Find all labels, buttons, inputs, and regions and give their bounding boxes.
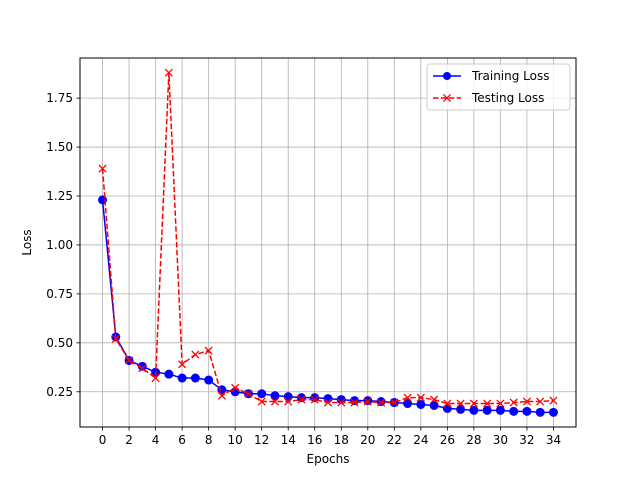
- data-point: [496, 399, 505, 408]
- y-tick-label: 1.25: [46, 189, 73, 203]
- data-point: [522, 397, 531, 406]
- y-tick-label: 1.00: [46, 238, 73, 252]
- data-point: [164, 68, 173, 77]
- data-point: [125, 356, 134, 365]
- legend-marker: [443, 72, 451, 80]
- x-tick-label: 8: [205, 433, 213, 447]
- y-tick-label: 0.25: [46, 385, 73, 399]
- data-point: [482, 405, 492, 415]
- data-point: [337, 398, 346, 407]
- y-axis-label: Loss: [20, 229, 34, 255]
- data-point: [536, 397, 545, 406]
- legend-marker: [442, 93, 452, 103]
- series-training-loss: [98, 195, 558, 417]
- data-point: [178, 360, 187, 369]
- x-tick-label: 6: [178, 433, 186, 447]
- x-tick-label: 14: [281, 433, 296, 447]
- data-point: [204, 346, 213, 355]
- data-point: [363, 396, 373, 406]
- data-point: [416, 399, 426, 409]
- data-point: [244, 389, 253, 398]
- x-tick-label: 22: [387, 433, 402, 447]
- data-point: [363, 397, 372, 406]
- data-point: [522, 406, 532, 416]
- data-point: [403, 393, 412, 402]
- data-point: [336, 395, 346, 405]
- data-point: [191, 350, 200, 359]
- data-point: [270, 397, 280, 406]
- data-point: [177, 373, 187, 383]
- data-point: [509, 398, 518, 407]
- data-point: [403, 399, 413, 409]
- data-point: [469, 399, 478, 408]
- data-point: [376, 398, 386, 407]
- data-point: [138, 364, 147, 373]
- data-point: [443, 399, 452, 408]
- data-point: [390, 398, 399, 407]
- data-point: [257, 397, 266, 406]
- y-tick-label: 0.75: [46, 287, 73, 301]
- grid: [80, 58, 576, 427]
- ticks: 0 2 4 6 8 10 12 14 16 18 20 22 24 26 28 30 32 340.250.500…: [46, 91, 561, 447]
- series-layer: [98, 68, 558, 417]
- data-point: [495, 405, 505, 415]
- data-point: [217, 391, 226, 400]
- x-tick-label: 26: [440, 433, 455, 447]
- data-point: [323, 398, 333, 407]
- y-tick-label: 1.50: [46, 140, 73, 154]
- y-tick-label: 1.75: [46, 91, 73, 105]
- x-tick-label: 0: [99, 433, 107, 447]
- data-point: [456, 404, 466, 414]
- data-point: [111, 334, 120, 343]
- data-point: [190, 373, 200, 383]
- legend-label: Training Loss: [471, 69, 549, 83]
- data-point: [549, 396, 558, 405]
- plot-frame: [79, 57, 577, 428]
- legend-box: [426, 63, 571, 111]
- x-tick-label: 16: [307, 433, 322, 447]
- x-tick-label: 10: [228, 433, 243, 447]
- x-tick-label: 24: [413, 433, 428, 447]
- x-tick-label: 28: [466, 433, 481, 447]
- data-point: [456, 399, 465, 408]
- data-point: [548, 407, 558, 417]
- data-point: [416, 393, 425, 402]
- data-point: [270, 391, 280, 401]
- x-tick-label: 30: [493, 433, 508, 447]
- data-point: [257, 389, 267, 399]
- x-tick-label: 12: [254, 433, 269, 447]
- x-axis-label: Epochs: [307, 452, 350, 466]
- data-point: [429, 400, 439, 410]
- data-point: [297, 395, 306, 404]
- data-point: [535, 407, 545, 417]
- legend-entry: Testing Loss: [433, 91, 544, 105]
- data-point: [509, 406, 519, 416]
- legend: Training Loss Testing Loss: [426, 63, 571, 111]
- data-point: [164, 369, 174, 379]
- series-testing-loss: [98, 68, 558, 408]
- legend-entry: Training Loss: [433, 69, 549, 83]
- data-point: [350, 398, 359, 407]
- x-tick-label: 2: [125, 433, 133, 447]
- data-point: [483, 399, 492, 408]
- data-point: [376, 397, 386, 407]
- data-point: [469, 405, 479, 415]
- x-tick-label: 34: [546, 433, 561, 447]
- x-tick-label: 18: [334, 433, 349, 447]
- data-point: [98, 164, 107, 173]
- data-point: [151, 374, 160, 383]
- data-point: [310, 395, 319, 404]
- data-point: [204, 375, 214, 385]
- legend-label: Testing Loss: [471, 91, 544, 105]
- x-tick-label: 4: [152, 433, 160, 447]
- data-point: [231, 383, 240, 392]
- y-tick-label: 0.50: [46, 336, 73, 350]
- x-tick-label: 32: [519, 433, 534, 447]
- data-point: [284, 397, 293, 406]
- x-tick-label: 20: [360, 433, 375, 447]
- data-point: [430, 395, 439, 404]
